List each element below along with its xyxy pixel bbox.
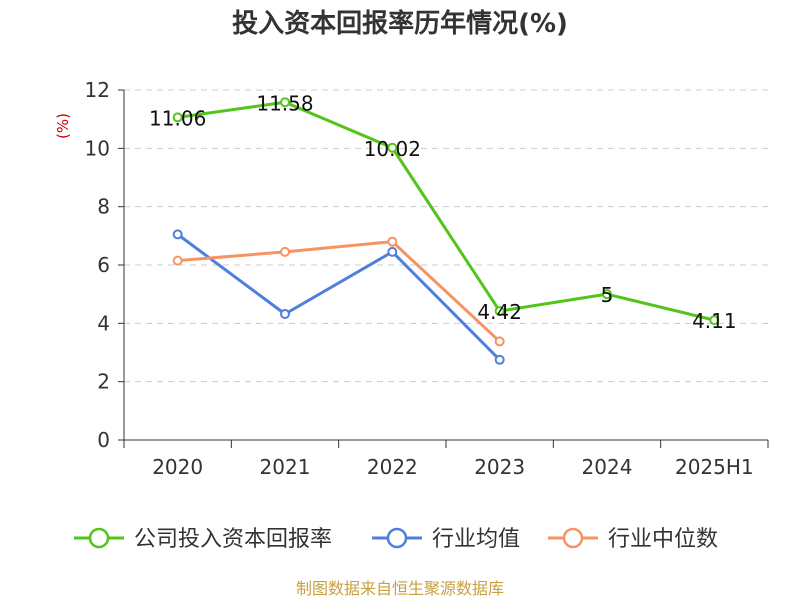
legend-marker-0 [88, 527, 110, 549]
y-tick-label-6: 6 [97, 253, 110, 277]
legend-label-0: 公司投入资本回报率 [134, 527, 332, 552]
series-1 [172, 229, 505, 365]
data-label-1: 11.58 [256, 91, 313, 115]
data-label-0: 11.06 [149, 106, 206, 130]
x-tick-label-2025H1: 2025H1 [675, 455, 754, 479]
point-1-1 [280, 309, 290, 319]
axes: 0 2 4 6 8 10 12 2020 2021 2022 2023 2024 2025H1 [85, 78, 769, 479]
series-0 [172, 97, 720, 326]
source-note: 制图数据来自恒生聚源数据库 [296, 579, 504, 598]
point-0-3 [494, 306, 505, 317]
point-1-3 [494, 354, 505, 365]
x-tick-label-2023: 2023 [474, 455, 525, 479]
data-label-4: 5 [601, 283, 614, 307]
y-tick-label-10: 10 [85, 136, 110, 160]
point-1-0 [172, 229, 183, 240]
chart-title: 投入资本回报率历年情况(%) [232, 8, 568, 39]
x-tick-label-2021: 2021 [260, 455, 311, 479]
series-line-0 [177, 100, 715, 322]
legend-label-2: 行业中位数 [608, 527, 718, 552]
point-0-4 [602, 289, 612, 300]
y-tick-label-4: 4 [97, 311, 110, 335]
data-labels: 11.06 11.58 10.02 4.42 5 4.11 [149, 91, 737, 333]
legend-label-1: 行业均值 [432, 527, 520, 552]
point-0-1 [280, 97, 290, 108]
y-tick-label-0: 0 [97, 428, 110, 452]
series-line-2 [177, 240, 501, 343]
x-tick-label-2024: 2024 [582, 455, 633, 479]
point-0-2 [387, 142, 398, 153]
point-0-0 [172, 112, 183, 123]
point-2-1 [280, 246, 290, 257]
legend-item-1: 行业均值 [372, 527, 520, 552]
series-layer [172, 97, 720, 365]
point-1-2 [387, 246, 398, 257]
series-2 [172, 236, 505, 347]
legend-marker-2 [562, 527, 584, 549]
point-2-0 [172, 255, 183, 266]
data-label-3: 4.42 [477, 300, 522, 324]
y-tick-label-12: 12 [85, 78, 110, 102]
data-label-2: 10.02 [364, 137, 421, 161]
data-label-5: 4.11 [692, 309, 737, 333]
legend: 公司投入资本回报率 行业均值 行业中位数 [74, 527, 718, 552]
y-tick-label-2: 2 [97, 370, 110, 394]
x-tick-label-2022: 2022 [367, 455, 418, 479]
legend-item-0: 公司投入资本回报率 [74, 527, 332, 552]
point-0-5 [709, 315, 720, 326]
y-axis-label: (%) [54, 113, 72, 139]
series-line-1 [176, 233, 501, 361]
gridlines [124, 89, 768, 383]
legend-marker-1 [386, 527, 408, 549]
legend-item-2: 行业中位数 [548, 527, 718, 552]
y-tick-label-8: 8 [97, 195, 110, 219]
point-2-3 [494, 336, 505, 347]
point-2-2 [387, 236, 398, 247]
x-tick-label-2020: 2020 [152, 455, 203, 479]
